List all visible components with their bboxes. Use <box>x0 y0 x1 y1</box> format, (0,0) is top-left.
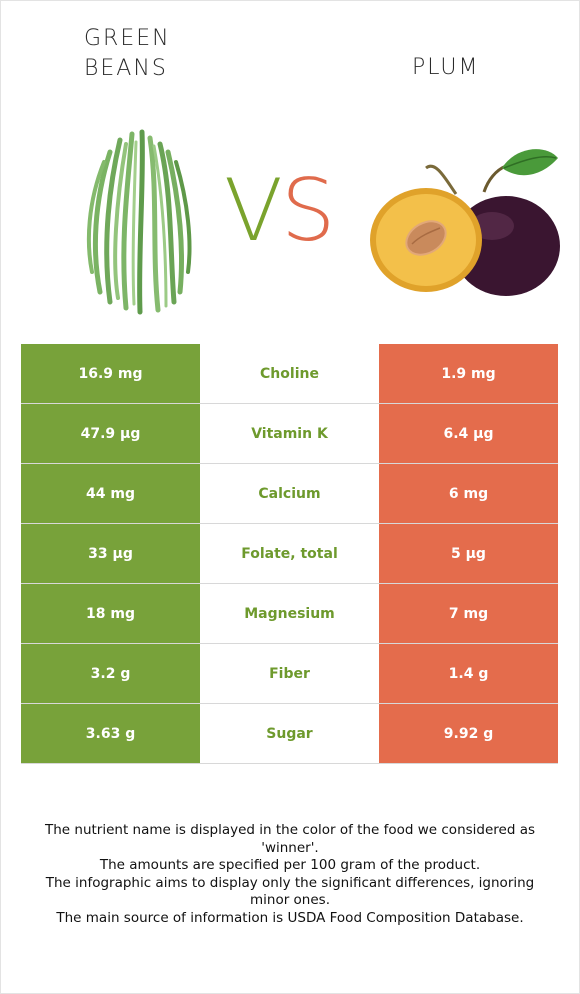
left-value: 16.9 mg <box>21 344 200 404</box>
table-row: 16.9 mg Choline 1.9 mg <box>21 344 558 404</box>
table-row: 33 µg Folate, total 5 µg <box>21 523 558 584</box>
left-value: 47.9 µg <box>21 403 200 464</box>
left-value: 3.2 g <box>21 643 200 704</box>
left-value: 18 mg <box>21 583 200 644</box>
table-row: 3.2 g Fiber 1.4 g <box>21 643 558 704</box>
right-value: 6.4 µg <box>379 403 558 464</box>
footnotes: The nutrient name is displayed in the co… <box>30 822 550 927</box>
plum-image <box>370 149 560 296</box>
footnote-aim: The infographic aims to display only the… <box>45 874 535 909</box>
comparison-table: 16.9 mg Choline 1.9 mg 47.9 µg Vitamin K 6.4 … <box>21 344 558 764</box>
table-row: 47.9 µg Vitamin K 6.4 µg <box>21 403 558 464</box>
vs-label: VS <box>224 166 335 256</box>
table-row: 44 mg Calcium 6 mg <box>21 463 558 524</box>
nutrient-name: Sugar <box>200 703 379 764</box>
left-food-title: Green Beans <box>84 26 171 81</box>
green-beans-image <box>86 129 192 315</box>
nutrient-name: Folate, total <box>200 523 379 584</box>
nutrient-name: Choline <box>200 344 379 404</box>
footnote-amounts: The amounts are specified per 100 gram o… <box>99 857 481 873</box>
right-value: 7 mg <box>379 583 558 644</box>
nutrient-name: Fiber <box>200 643 379 704</box>
table-row: 18 mg Magnesium 7 mg <box>21 583 558 644</box>
nutrient-name: Magnesium <box>200 583 379 644</box>
right-value: 5 µg <box>379 523 558 584</box>
nutrient-name: Calcium <box>200 463 379 524</box>
nutrient-name: Vitamin K <box>200 403 379 464</box>
vs-v: V <box>224 161 283 261</box>
right-value: 1.4 g <box>379 643 558 704</box>
left-value: 44 mg <box>21 463 200 524</box>
right-food-title: Plum <box>412 55 480 80</box>
right-value: 1.9 mg <box>379 344 558 404</box>
left-value: 33 µg <box>21 523 200 584</box>
right-value: 9.92 g <box>379 703 558 764</box>
footnote-winner: The nutrient name is displayed in the co… <box>44 822 536 856</box>
right-value: 6 mg <box>379 463 558 524</box>
footnote-source: The main source of information is USDA F… <box>56 909 524 926</box>
vs-s: S <box>280 161 336 261</box>
left-value: 3.63 g <box>21 703 200 764</box>
table-row: 3.63 g Sugar 9.92 g <box>21 703 558 764</box>
